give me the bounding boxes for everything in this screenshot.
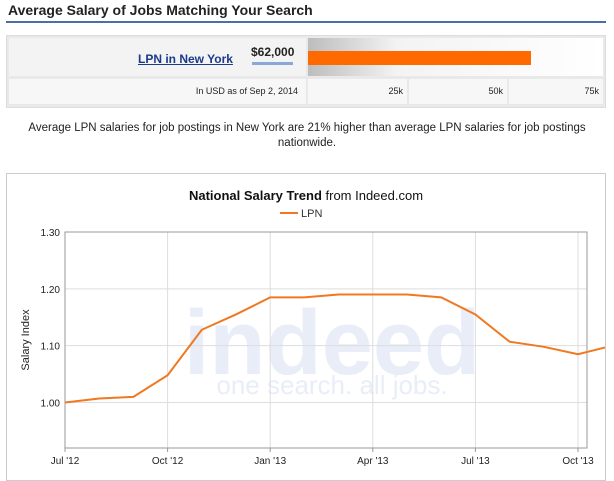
indeed-watermark: indeed one search. all jobs. bbox=[184, 292, 480, 400]
job-search-link[interactable]: LPN in New York bbox=[138, 52, 233, 66]
x-tick-label: Oct '12 bbox=[152, 456, 184, 467]
x-axis-ticks: Jul '12 Oct '12 Jan '13 Apr '13 Jul '13 Oct '… bbox=[51, 448, 594, 467]
scale-tick-50k: 50k bbox=[409, 79, 507, 104]
y-tick-label: 1.00 bbox=[41, 399, 61, 410]
salary-amount: $62,000 bbox=[251, 45, 295, 59]
y-tick-label: 1.10 bbox=[41, 342, 61, 353]
watermark-tagline: one search. all jobs. bbox=[216, 370, 447, 400]
section-title: Average Salary of Jobs Matching Your Sea… bbox=[8, 2, 313, 18]
chart-title: National Salary Trend from Indeed.com bbox=[189, 188, 423, 203]
x-tick-label: Apr '13 bbox=[357, 456, 389, 467]
y-axis-ticks: 1.00 1.10 1.20 1.30 bbox=[41, 228, 61, 410]
series-line-lpn bbox=[64, 293, 605, 404]
y-axis-label: Salary Index bbox=[20, 309, 32, 371]
title-divider bbox=[6, 21, 606, 23]
salary-summary-text: Average LPN salaries for job postings in… bbox=[28, 122, 586, 149]
chart-title-main: National Salary Trend bbox=[189, 188, 322, 203]
chart-title-source: from Indeed.com bbox=[322, 188, 423, 203]
x-tick-label: Jul '13 bbox=[461, 456, 490, 467]
job-salary-cell: LPN in New York $62,000 bbox=[9, 38, 306, 76]
salary-bar bbox=[308, 51, 531, 65]
salary-trend-svg: National Salary Trend from Indeed.com LP… bbox=[20, 188, 605, 467]
plot-frame bbox=[64, 231, 588, 449]
watermark-logo: indeed bbox=[184, 292, 480, 394]
x-tick-label: Jan '13 bbox=[254, 456, 286, 467]
salary-amount-underline bbox=[252, 62, 293, 65]
x-tick-label: Oct '13 bbox=[562, 456, 594, 467]
x-tick-label: Jul '12 bbox=[51, 456, 80, 467]
y-tick-label: 1.30 bbox=[41, 228, 61, 239]
scale-tick-75k: 75k bbox=[509, 79, 603, 104]
salary-bar-track bbox=[308, 38, 603, 76]
scale-tick-25k: 25k bbox=[308, 79, 407, 104]
salary-trend-chart: National Salary Trend from Indeed.com LP… bbox=[6, 173, 606, 481]
legend-label: LPN bbox=[301, 208, 322, 220]
salary-comparison-box: LPN in New York $62,000 In USD as of Sep… bbox=[6, 35, 606, 108]
currency-note: In USD as of Sep 2, 2014 bbox=[9, 79, 306, 104]
y-tick-label: 1.20 bbox=[41, 285, 61, 296]
